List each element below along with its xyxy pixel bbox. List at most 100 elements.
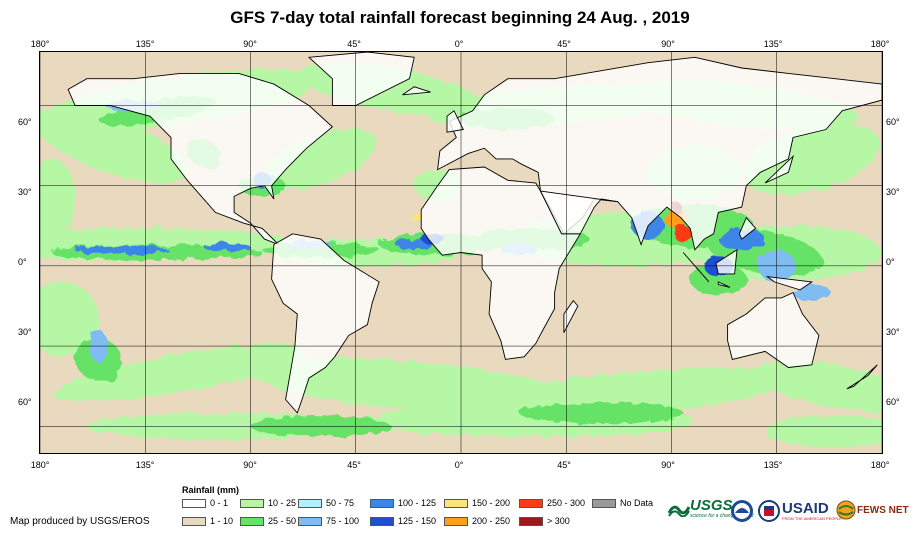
legend-item-8: 150 - 200 — [444, 498, 510, 508]
lon-label-bottom-5: 45° — [557, 460, 571, 470]
legend-swatch — [240, 498, 264, 508]
legend-swatch — [298, 516, 322, 526]
legend-item-5: 75 - 100 — [298, 516, 359, 526]
rainfall-map-canvas — [40, 52, 882, 453]
island-1 — [717, 281, 731, 288]
legend-item-9: 200 - 250 — [444, 516, 510, 526]
usgs-wave-icon — [668, 505, 690, 517]
island-6 — [846, 364, 878, 390]
rain-cell-heavy-0 — [75, 245, 169, 254]
legend-swatch — [370, 516, 394, 526]
noaa-logo — [730, 499, 754, 523]
legend-item-4: 50 - 75 — [298, 498, 354, 508]
island-2 — [715, 248, 738, 275]
lat-label-right-0: 60° — [886, 117, 900, 127]
fewsnet-label: FEWS NET — [857, 504, 909, 516]
legend-label: 10 - 25 — [268, 498, 297, 508]
legend-item-6: 100 - 125 — [370, 498, 436, 508]
legend-swatch — [182, 498, 206, 508]
legend-title: Rainfall (mm) — [182, 485, 240, 495]
island-9 — [738, 216, 757, 240]
lon-label-bottom-2: 90° — [243, 460, 257, 470]
legend-item-7: 125 - 150 — [370, 516, 436, 526]
lon-label-top-5: 45° — [557, 39, 571, 49]
rain-band-light-18 — [765, 415, 882, 448]
continent-north-america — [67, 72, 334, 245]
usgs-tagline: science for a changing world — [690, 513, 754, 519]
rain-band-light-4 — [40, 107, 188, 184]
legend-swatch — [182, 516, 206, 526]
fewsnet-logo: FEWS NET — [836, 500, 909, 520]
lon-label-bottom-0: 180° — [30, 460, 50, 470]
usaid-label: USAID — [782, 500, 829, 517]
legend-item-3: 25 - 50 — [240, 516, 296, 526]
legend-swatch — [444, 516, 468, 526]
lat-label-right-4: 60° — [886, 397, 900, 407]
legend-label: 75 - 100 — [326, 516, 360, 526]
island-7 — [563, 299, 579, 333]
lon-label-top-3: 45° — [347, 39, 361, 49]
lat-label-right-2: 0° — [886, 257, 895, 267]
island-4 — [446, 110, 464, 133]
legend-label: 200 - 250 — [472, 516, 511, 526]
rain-cell-heavy-8 — [673, 225, 693, 242]
legend-item-12: No Data — [592, 498, 653, 508]
lon-label-top-8: 180° — [870, 39, 890, 49]
rain-band-light-14 — [754, 360, 882, 412]
noaa-emblem-icon — [731, 500, 753, 522]
lat-label-left-4: 60° — [18, 397, 32, 407]
legend-label: 25 - 50 — [268, 516, 297, 526]
lon-label-top-2: 90° — [243, 39, 257, 49]
legend-label: 125 - 150 — [398, 516, 437, 526]
legend-swatch — [444, 498, 468, 508]
legend-label: 0 - 1 — [210, 498, 229, 508]
lat-label-left-3: 30° — [18, 327, 32, 337]
lat-label-left-1: 30° — [18, 187, 32, 197]
lon-label-top-6: 90° — [661, 39, 675, 49]
legend-swatch — [240, 516, 264, 526]
island-3 — [764, 154, 795, 184]
island-8 — [765, 275, 814, 291]
legend-swatch — [298, 498, 322, 508]
legend-item-1: 1 - 10 — [182, 516, 233, 526]
rain-band-light-11 — [53, 343, 308, 402]
legend-label: 250 - 300 — [547, 498, 586, 508]
lon-label-bottom-6: 90° — [661, 460, 675, 470]
continent-arabia-india-fill — [539, 190, 618, 235]
legend-item-11: > 300 — [519, 516, 570, 526]
legend-item-10: 250 - 300 — [519, 498, 585, 508]
lat-label-right-1: 30° — [886, 187, 900, 197]
legend-label: 50 - 75 — [326, 498, 355, 508]
lon-label-top-4: 0° — [454, 39, 464, 49]
credit-text: Map produced by USGS/EROS — [10, 516, 150, 527]
legend-label: No Data — [620, 498, 654, 508]
legend-label: > 300 — [547, 516, 570, 526]
lat-label-left-2: 0° — [18, 257, 27, 267]
lat-label-left-0: 60° — [18, 117, 32, 127]
usaid-seal-icon — [758, 500, 780, 522]
legend-item-0: 0 - 1 — [182, 498, 228, 508]
island-5 — [402, 86, 431, 96]
rain-band-light-5 — [265, 128, 377, 190]
rain-band-light-21 — [40, 158, 76, 240]
map-title: GFS 7-day total rainfall forecast beginn… — [230, 8, 690, 27]
island-0 — [682, 252, 710, 283]
lon-label-top-7: 135° — [763, 39, 783, 49]
lon-label-bottom-7: 135° — [763, 460, 783, 470]
lon-label-bottom-1: 135° — [135, 460, 155, 470]
legend-swatch — [519, 516, 543, 526]
lon-label-bottom-3: 45° — [347, 460, 361, 470]
rain-band-mid-8 — [519, 402, 684, 424]
legend-swatch — [592, 498, 616, 508]
legend-label: 1 - 10 — [210, 516, 234, 526]
usaid-tagline: FROM THE AMERICAN PEOPLE — [782, 516, 842, 521]
rainfall-map — [39, 51, 883, 454]
legend-label: 100 - 125 — [398, 498, 437, 508]
usgs-label: USGS — [690, 497, 733, 514]
legend-label: 150 - 200 — [472, 498, 511, 508]
continent-australia — [727, 292, 820, 368]
rain-cell-heavy-1 — [203, 243, 251, 252]
lat-label-right-3: 30° — [886, 327, 900, 337]
fewsnet-globe-icon — [836, 500, 856, 520]
rain-band-light-15 — [40, 281, 99, 357]
